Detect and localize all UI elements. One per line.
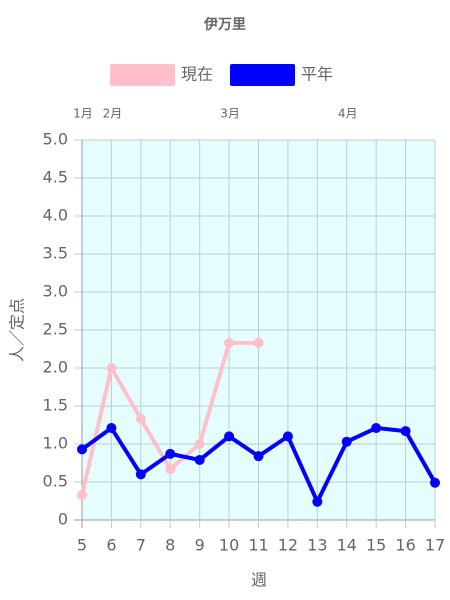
- x-tick-label: 11: [248, 536, 268, 555]
- data-point: [224, 431, 235, 442]
- data-point: [77, 489, 87, 500]
- data-point: [135, 413, 146, 424]
- x-tick-label: 7: [136, 536, 146, 555]
- data-point: [341, 436, 352, 447]
- data-point: [106, 363, 117, 373]
- legend-swatch: [230, 64, 295, 86]
- chart-title: 伊万里: [203, 16, 246, 33]
- data-point: [430, 477, 440, 488]
- legend-label: 現在: [181, 65, 213, 84]
- data-point: [253, 451, 264, 462]
- y-tick-label: 0.5: [43, 472, 68, 491]
- x-tick-label: 10: [219, 536, 239, 555]
- y-tick-label: 2.0: [43, 358, 68, 377]
- x-tick-label: 5: [77, 536, 87, 555]
- legend-swatch: [110, 64, 175, 86]
- x-tick-label: 14: [337, 536, 357, 555]
- y-tick-label: 4.5: [43, 168, 68, 187]
- y-tick-label: 1.0: [43, 434, 68, 453]
- y-tick-label: 0: [58, 510, 68, 529]
- data-point: [77, 444, 87, 455]
- data-point: [312, 496, 323, 507]
- data-point: [224, 337, 235, 348]
- month-label: 1月: [73, 107, 93, 121]
- y-axis-label: 人／定点: [8, 298, 27, 362]
- month-label: 3月: [220, 107, 240, 121]
- data-point: [253, 337, 264, 348]
- x-tick-label: 8: [165, 536, 175, 555]
- month-label: 2月: [103, 107, 123, 121]
- data-point: [165, 448, 176, 459]
- x-axis-label: 週: [251, 571, 267, 590]
- y-tick-label: 5.0: [43, 130, 68, 149]
- data-point: [194, 454, 205, 465]
- month-label: 4月: [338, 107, 358, 121]
- data-point: [282, 431, 293, 442]
- data-point: [400, 426, 411, 437]
- data-point: [135, 469, 146, 480]
- x-tick-label: 13: [307, 536, 327, 555]
- x-tick-label: 16: [395, 536, 415, 555]
- data-point: [106, 423, 117, 434]
- data-point: [165, 464, 176, 475]
- x-tick-label: 12: [278, 536, 298, 555]
- y-tick-label: 2.5: [43, 320, 68, 339]
- x-tick-label: 17: [425, 536, 445, 555]
- x-tick-label: 15: [366, 536, 386, 555]
- data-point: [371, 423, 382, 434]
- y-tick-label: 3.5: [43, 244, 68, 263]
- data-point: [194, 439, 205, 449]
- y-tick-label: 4.0: [43, 206, 68, 225]
- x-tick-label: 6: [106, 536, 116, 555]
- x-tick-label: 9: [195, 536, 205, 555]
- legend-label: 平年: [301, 65, 333, 84]
- y-tick-label: 1.5: [43, 396, 68, 415]
- y-tick-label: 3.0: [43, 282, 68, 301]
